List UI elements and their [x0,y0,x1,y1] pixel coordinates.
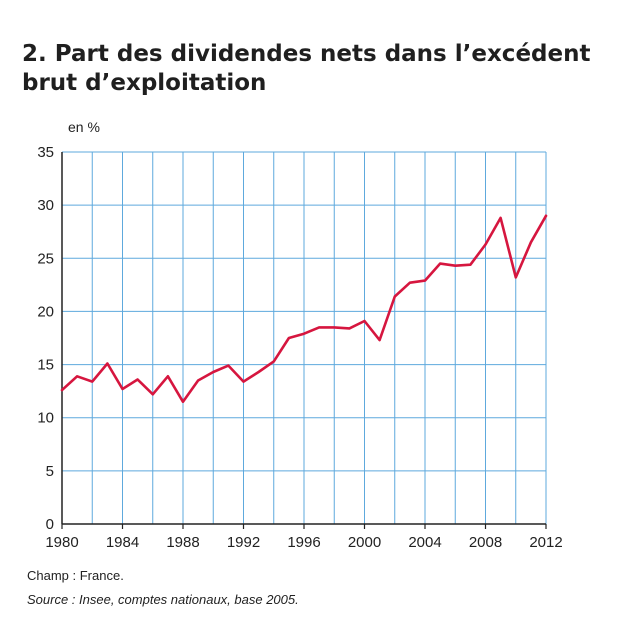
axes [61,152,547,529]
x-tick-label: 2000 [348,534,381,551]
y-tick-label: 10 [37,410,54,427]
y-tick-label: 5 [46,463,54,480]
chart-title: 2. Part des dividendes nets dans l’excéd… [22,41,591,96]
scope-note: Champ : France. [27,568,124,583]
x-tick-label: 2012 [529,534,562,551]
x-tick-label: 1996 [287,534,320,551]
series-group [60,214,548,404]
y-axis-unit-label: en % [68,119,100,135]
y-tick-label: 0 [46,516,54,533]
x-tick-label: 1984 [106,534,139,551]
y-tick-label: 20 [37,303,54,320]
y-tick-label: 15 [37,357,54,374]
x-tick-label: 1992 [227,534,260,551]
y-tick-label: 35 [37,144,54,161]
y-tick-label: 30 [37,197,54,214]
y-tick-label: 25 [37,250,54,267]
source-note: Source : Insee, comptes nationaux, base … [27,592,299,607]
x-axis-tick-labels: 1980 1984 1988 1992 1996 2000 2004 2008 2012 [45,534,562,551]
x-tick-label: 2004 [408,534,441,551]
x-tick-label: 2008 [469,534,502,551]
x-tick-label: 1980 [45,534,78,551]
y-axis-tick-labels: 0 5 10 15 20 25 30 35 [37,144,54,533]
grid [62,151,547,524]
x-tick-label: 1988 [166,534,199,551]
series-line [60,214,548,404]
